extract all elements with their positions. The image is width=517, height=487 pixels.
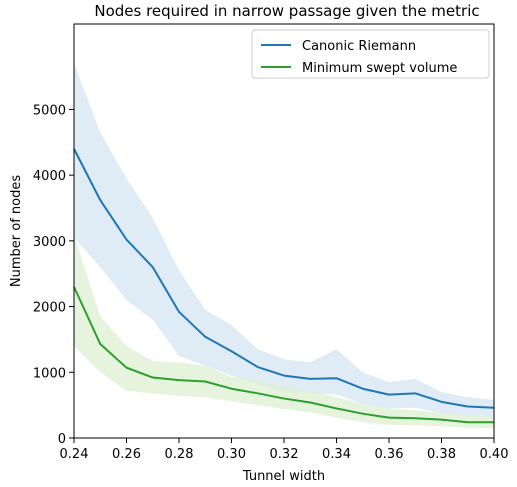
series-line-minimum-swept-volume <box>73 286 494 424</box>
y-axis-label: Number of nodes <box>9 175 24 287</box>
x-tick-label: 0.28 <box>165 447 194 462</box>
x-axis-ticks: 0.24 0.26 0.28 0.30 0.32 0.34 0.36 0.38 0.40 <box>60 438 509 462</box>
y-axis-ticks: 0 1000 2000 3000 4000 5000 <box>33 103 74 447</box>
series-line-canonic-riemann <box>73 148 495 409</box>
y-tick-label: 2000 <box>33 301 66 316</box>
y-tick-label: 0 <box>58 432 66 447</box>
y-tick-label: 1000 <box>33 366 66 381</box>
x-tick-label: 0.24 <box>60 447 89 462</box>
x-tick-label: 0.34 <box>322 447 351 462</box>
legend: Canonic Riemann Minimum swept volume <box>251 29 490 79</box>
band-canonic-riemann <box>74 63 494 417</box>
legend-label-minimum-swept-volume: Minimum swept volume <box>302 61 457 76</box>
chart-title: Nodes required in narrow passage given t… <box>94 2 479 20</box>
y-tick-label: 5000 <box>33 103 66 118</box>
x-tick-label: 0.32 <box>270 447 299 462</box>
y-tick-label: 3000 <box>33 235 66 250</box>
x-tick-label: 0.38 <box>427 447 456 462</box>
confidence-bands <box>74 63 494 429</box>
x-tick-label: 0.26 <box>112 447 141 462</box>
x-axis-label: Tunnel width <box>242 469 325 484</box>
legend-box <box>251 29 490 79</box>
y-tick-label: 4000 <box>33 169 66 184</box>
series-lines <box>73 148 495 424</box>
x-tick-label: 0.30 <box>217 447 246 462</box>
x-tick-label: 0.40 <box>480 447 509 462</box>
x-tick-label: 0.36 <box>375 447 404 462</box>
legend-label-canonic-riemann: Canonic Riemann <box>302 39 416 54</box>
